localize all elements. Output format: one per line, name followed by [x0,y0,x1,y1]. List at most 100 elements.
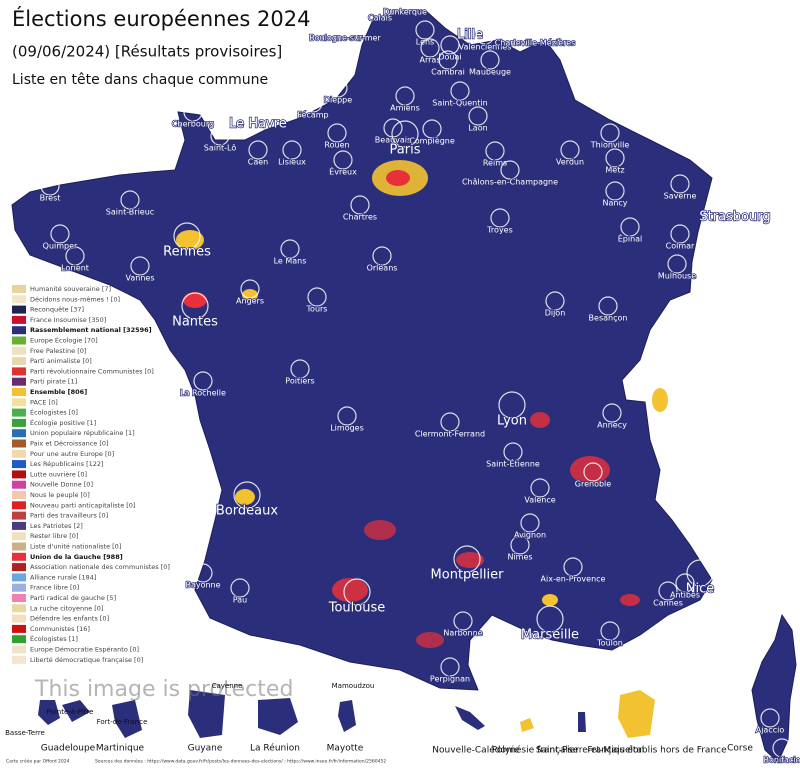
legend-swatch [12,315,26,324]
city-label: Nancy [602,199,627,208]
city-label: Laon [468,124,487,133]
city-marker [391,120,419,148]
city-label: Douai [438,53,461,62]
city-marker [658,581,678,601]
legend-label: Décidons nous-mêmes ! [0] [30,295,120,303]
city-marker [395,0,415,10]
overseas-label: Guyane [188,744,223,754]
legend-label: Rassemblement national [32596] [30,326,152,334]
city-marker [440,412,460,432]
city-marker [667,254,687,274]
city-marker [290,359,310,379]
city-marker [395,86,415,106]
city-marker [193,563,213,583]
city-marker [383,118,403,138]
overseas-label: Nouvelle-Calédonie [432,745,520,756]
legend-swatch [12,624,26,633]
city-marker [415,20,435,40]
legend-swatch [12,346,26,355]
legend-label: Nous le peuple [0] [30,491,90,499]
city-label: Amiens [390,104,420,113]
legend-swatch [12,594,26,602]
legend-label: Les Républicains [122] [30,460,104,468]
city-label: Saint-Lô [204,143,237,153]
city-label: Clermont-Ferrand [415,430,485,439]
legend-swatch [12,336,26,345]
city-label: Épinal [618,233,643,244]
city-label: Lille [457,28,483,43]
city-marker [602,403,622,423]
city-label: Dijon [545,309,566,318]
watermark: This image is protected [34,677,293,702]
city-marker [282,140,302,160]
legend-swatch [12,295,26,304]
city-marker [335,16,355,36]
city-label: Mulhouse [658,272,696,281]
city-marker [530,478,550,498]
legend-swatch [12,439,26,448]
city-marker [240,279,260,299]
legend-label: Parti radical de gauche [5] [30,594,116,602]
city-label: Boulogne-sur-mer [309,34,381,43]
city-marker [440,657,460,677]
city-marker [468,106,488,126]
result-patches [176,160,668,648]
city-label: Maubeuge [469,68,511,77]
overseas-label: Mayotte [327,744,364,754]
city-marker [233,481,261,509]
city-marker [181,292,209,320]
city-label: Saint-Étienne [486,458,540,469]
overseas-label: Français établis hors de France [587,745,727,756]
legend-swatch [12,305,26,314]
overseas-label: Guadeloupe [41,744,96,754]
legend-swatch [12,511,26,520]
city-marker [40,176,60,196]
city-marker [244,94,272,122]
city-marker [337,406,357,426]
city-marker [560,140,580,160]
city-label: Saint-Quentin [432,99,487,108]
city-label: Verdun [556,158,584,167]
legend-swatch [12,563,26,572]
city-label: Poitiers [285,377,314,386]
city-label: Limoges [330,424,364,433]
city-marker [370,0,390,16]
city-marker [440,35,460,55]
legend-swatch [12,552,26,561]
city-label: Reims [483,159,507,168]
legend-label: Union de la Gauche [988] [30,553,123,561]
city-marker [210,126,230,146]
legend-swatch [12,326,26,335]
overseas-label: Corse [727,744,753,754]
legend-swatch [12,357,26,366]
legend-label: Lutte ouvrière [0] [30,470,87,478]
city-label: Colmar [666,242,695,251]
overseas-place: Cayenne [212,682,243,690]
city-marker [675,573,695,593]
legend-swatch [12,542,26,551]
city-marker [328,78,348,98]
caption: Liste en tête dans chaque commune [12,72,268,88]
city-label: Lorient [61,264,89,273]
legend-label: Nouvelle Donne [0] [30,481,93,489]
city-label: Saint-Brieuc [106,208,154,217]
legend-label: Parti révolutionnaire Communistes [0] [30,367,154,375]
legend-swatch [12,645,26,654]
legend-swatch [12,521,26,530]
city-label: Vannes [126,274,155,283]
city-marker [248,140,268,160]
legend-swatch [12,285,26,293]
city-label: Tours [306,305,328,314]
legend-label: Parti animaliste [0] [30,357,92,365]
city-marker [721,187,749,215]
title: Élections européennes 2024 [12,6,310,31]
city-marker [183,102,203,122]
legend-swatch [12,367,26,376]
legend: Humanité souveraine [7] Décidons nous-mêm… [12,285,170,664]
legend-label: Liberté démocratique française [0] [30,656,143,664]
city-marker [485,141,505,161]
city-label: Lisieux [278,158,306,167]
city-label: Annecy [597,421,627,430]
city-marker [498,391,526,419]
legend-label: Union populaire républicaine [1] [30,429,135,437]
